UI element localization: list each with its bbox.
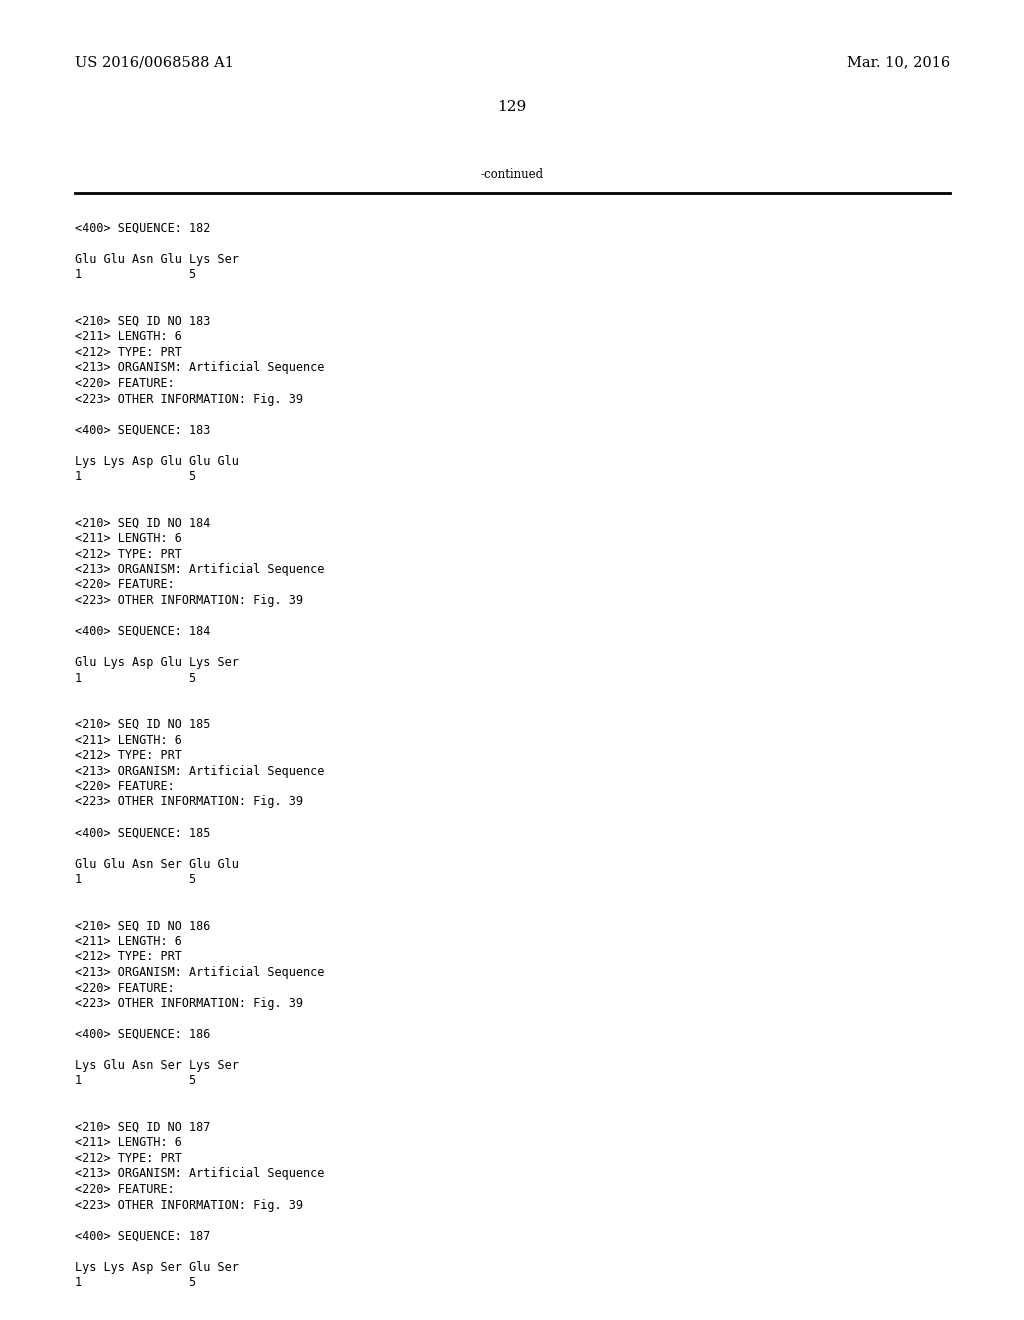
Text: <220> FEATURE:: <220> FEATURE: [75,1183,175,1196]
Text: <400> SEQUENCE: 182: <400> SEQUENCE: 182 [75,222,210,235]
Text: 1               5: 1 5 [75,672,197,685]
Text: <210> SEQ ID NO 185: <210> SEQ ID NO 185 [75,718,210,731]
Text: <213> ORGANISM: Artificial Sequence: <213> ORGANISM: Artificial Sequence [75,1167,325,1180]
Text: 1               5: 1 5 [75,470,197,483]
Text: <213> ORGANISM: Artificial Sequence: <213> ORGANISM: Artificial Sequence [75,362,325,375]
Text: <210> SEQ ID NO 187: <210> SEQ ID NO 187 [75,1121,210,1134]
Text: <223> OTHER INFORMATION: Fig. 39: <223> OTHER INFORMATION: Fig. 39 [75,1199,303,1212]
Text: <400> SEQUENCE: 183: <400> SEQUENCE: 183 [75,424,210,437]
Text: <211> LENGTH: 6: <211> LENGTH: 6 [75,532,182,545]
Text: <213> ORGANISM: Artificial Sequence: <213> ORGANISM: Artificial Sequence [75,564,325,576]
Text: <400> SEQUENCE: 184: <400> SEQUENCE: 184 [75,624,210,638]
Text: 1               5: 1 5 [75,1276,197,1290]
Text: <210> SEQ ID NO 183: <210> SEQ ID NO 183 [75,315,210,327]
Text: <212> TYPE: PRT: <212> TYPE: PRT [75,548,182,561]
Text: <223> OTHER INFORMATION: Fig. 39: <223> OTHER INFORMATION: Fig. 39 [75,796,303,808]
Text: <400> SEQUENCE: 187: <400> SEQUENCE: 187 [75,1229,210,1242]
Text: <212> TYPE: PRT: <212> TYPE: PRT [75,1152,182,1166]
Text: Lys Lys Asp Ser Glu Ser: Lys Lys Asp Ser Glu Ser [75,1261,239,1274]
Text: <211> LENGTH: 6: <211> LENGTH: 6 [75,330,182,343]
Text: <211> LENGTH: 6: <211> LENGTH: 6 [75,935,182,948]
Text: <213> ORGANISM: Artificial Sequence: <213> ORGANISM: Artificial Sequence [75,764,325,777]
Text: <210> SEQ ID NO 184: <210> SEQ ID NO 184 [75,516,210,529]
Text: <220> FEATURE:: <220> FEATURE: [75,378,175,389]
Text: Mar. 10, 2016: Mar. 10, 2016 [847,55,950,69]
Text: <223> OTHER INFORMATION: Fig. 39: <223> OTHER INFORMATION: Fig. 39 [75,997,303,1010]
Text: -continued: -continued [480,168,544,181]
Text: <210> SEQ ID NO 186: <210> SEQ ID NO 186 [75,920,210,932]
Text: <212> TYPE: PRT: <212> TYPE: PRT [75,748,182,762]
Text: <223> OTHER INFORMATION: Fig. 39: <223> OTHER INFORMATION: Fig. 39 [75,594,303,607]
Text: <220> FEATURE:: <220> FEATURE: [75,982,175,994]
Text: 1               5: 1 5 [75,1074,197,1088]
Text: 1               5: 1 5 [75,873,197,886]
Text: <220> FEATURE:: <220> FEATURE: [75,780,175,793]
Text: <400> SEQUENCE: 186: <400> SEQUENCE: 186 [75,1028,210,1041]
Text: <213> ORGANISM: Artificial Sequence: <213> ORGANISM: Artificial Sequence [75,966,325,979]
Text: <212> TYPE: PRT: <212> TYPE: PRT [75,950,182,964]
Text: Lys Lys Asp Glu Glu Glu: Lys Lys Asp Glu Glu Glu [75,454,239,467]
Text: <212> TYPE: PRT: <212> TYPE: PRT [75,346,182,359]
Text: <220> FEATURE:: <220> FEATURE: [75,578,175,591]
Text: Glu Lys Asp Glu Lys Ser: Glu Lys Asp Glu Lys Ser [75,656,239,669]
Text: Glu Glu Asn Ser Glu Glu: Glu Glu Asn Ser Glu Glu [75,858,239,870]
Text: US 2016/0068588 A1: US 2016/0068588 A1 [75,55,233,69]
Text: 129: 129 [498,100,526,114]
Text: Lys Glu Asn Ser Lys Ser: Lys Glu Asn Ser Lys Ser [75,1059,239,1072]
Text: <211> LENGTH: 6: <211> LENGTH: 6 [75,1137,182,1150]
Text: Glu Glu Asn Glu Lys Ser: Glu Glu Asn Glu Lys Ser [75,253,239,267]
Text: 1               5: 1 5 [75,268,197,281]
Text: <400> SEQUENCE: 185: <400> SEQUENCE: 185 [75,826,210,840]
Text: <223> OTHER INFORMATION: Fig. 39: <223> OTHER INFORMATION: Fig. 39 [75,392,303,405]
Text: <211> LENGTH: 6: <211> LENGTH: 6 [75,734,182,747]
